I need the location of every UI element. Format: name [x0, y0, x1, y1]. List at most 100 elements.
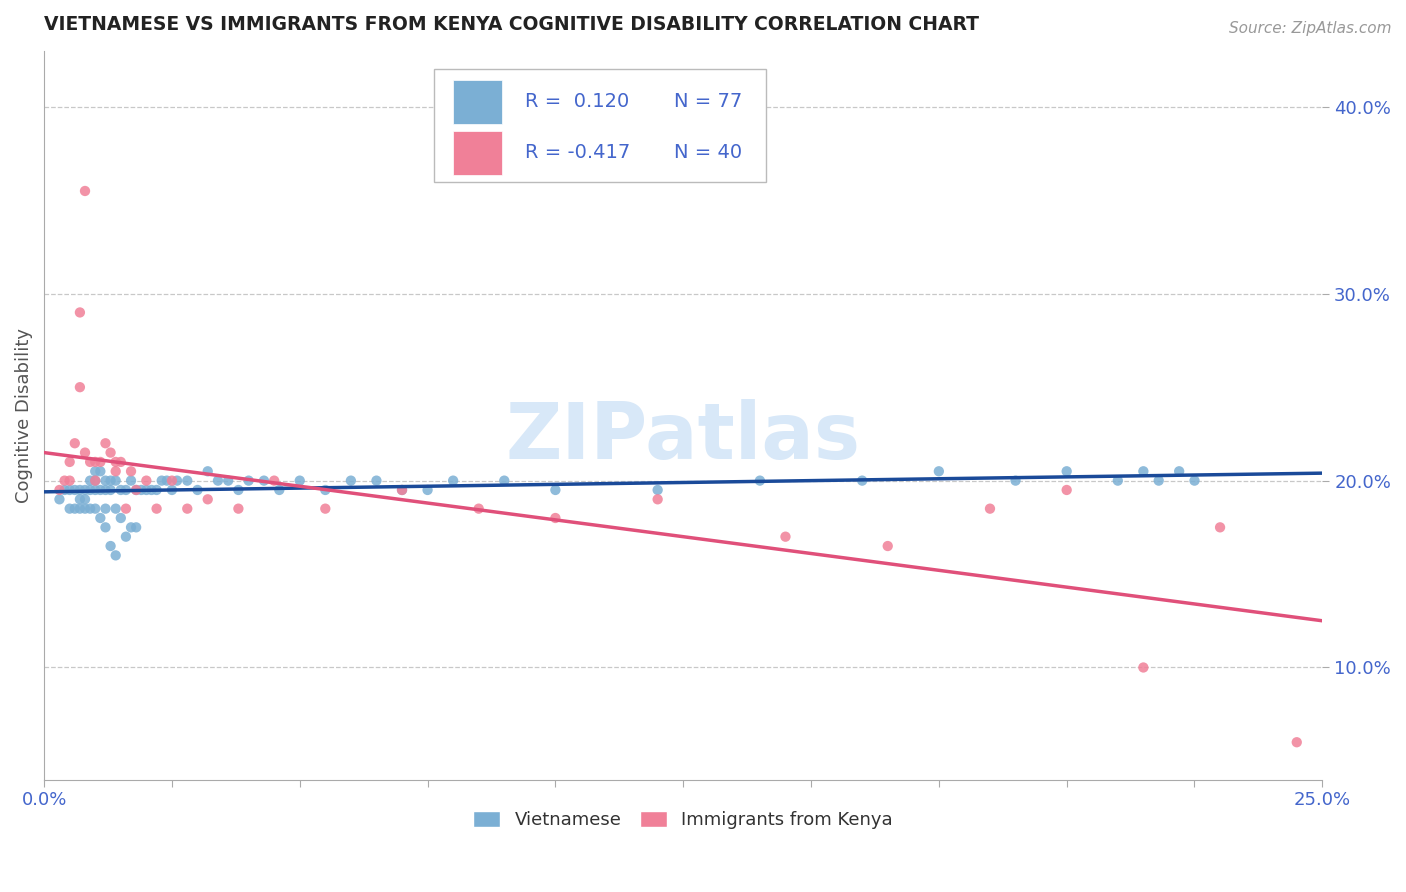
Point [135, 483, 157, 497]
Point [197, 464, 219, 478]
Point [876, 539, 898, 553]
Point [84, 464, 107, 478]
Point [110, 483, 132, 497]
Point [84, 474, 107, 488]
Point [104, 455, 127, 469]
Point [115, 483, 138, 497]
Point [160, 483, 183, 497]
Point [125, 483, 148, 497]
Text: Source: ZipAtlas.com: Source: ZipAtlas.com [1229, 21, 1392, 36]
FancyBboxPatch shape [453, 131, 502, 175]
Point [89, 483, 111, 497]
Point [115, 530, 138, 544]
Point [647, 492, 669, 507]
Point [228, 501, 250, 516]
Point [69, 305, 91, 319]
Point [176, 501, 198, 516]
Point [73, 501, 96, 516]
Point [228, 483, 250, 497]
Point [104, 464, 127, 478]
Point [647, 483, 669, 497]
Point [84, 474, 107, 488]
Point [186, 483, 208, 497]
Point [63, 436, 86, 450]
Point [125, 520, 148, 534]
Point [115, 501, 138, 516]
Point [63, 501, 86, 516]
Point [104, 501, 127, 516]
Point [253, 474, 276, 488]
Point [48, 483, 70, 497]
Point [145, 501, 167, 516]
Legend: Vietnamese, Immigrants from Kenya: Vietnamese, Immigrants from Kenya [467, 804, 900, 836]
Point [59, 474, 82, 488]
Point [1147, 474, 1170, 488]
Point [391, 483, 413, 497]
Point [1056, 483, 1078, 497]
Point [59, 455, 82, 469]
Point [416, 483, 439, 497]
Point [125, 483, 148, 497]
Text: R =  0.120: R = 0.120 [524, 93, 628, 112]
Point [48, 492, 70, 507]
Point [263, 474, 285, 488]
Point [217, 474, 239, 488]
Point [100, 539, 122, 553]
Point [73, 492, 96, 507]
Point [1184, 474, 1206, 488]
Point [120, 464, 142, 478]
Point [1132, 660, 1154, 674]
Text: ZIPatlas: ZIPatlas [506, 399, 860, 475]
Point [269, 483, 291, 497]
Point [94, 483, 117, 497]
Point [59, 483, 82, 497]
Point [53, 483, 76, 497]
Point [100, 483, 122, 497]
Point [84, 501, 107, 516]
Point [69, 483, 91, 497]
Point [100, 445, 122, 459]
Point [391, 483, 413, 497]
Point [94, 436, 117, 450]
Text: VIETNAMESE VS IMMIGRANTS FROM KENYA COGNITIVE DISABILITY CORRELATION CHART: VIETNAMESE VS IMMIGRANTS FROM KENYA COGN… [44, 15, 979, 34]
Point [238, 474, 260, 488]
Point [129, 483, 152, 497]
Point [1107, 474, 1129, 488]
Point [197, 492, 219, 507]
Point [100, 474, 122, 488]
Point [120, 474, 142, 488]
Point [207, 474, 229, 488]
Point [84, 455, 107, 469]
Point [59, 501, 82, 516]
Point [69, 501, 91, 516]
Point [494, 474, 516, 488]
Point [166, 474, 188, 488]
Point [79, 501, 101, 516]
Point [84, 483, 107, 497]
Point [441, 474, 464, 488]
Point [110, 455, 132, 469]
Point [314, 501, 336, 516]
Point [1285, 735, 1308, 749]
Point [53, 474, 76, 488]
Point [63, 483, 86, 497]
Point [79, 474, 101, 488]
Point [314, 483, 336, 497]
FancyBboxPatch shape [453, 80, 502, 124]
Point [94, 474, 117, 488]
Text: N = 77: N = 77 [675, 93, 742, 112]
Point [366, 474, 388, 488]
Point [94, 501, 117, 516]
Point [69, 492, 91, 507]
Point [145, 483, 167, 497]
Point [141, 483, 163, 497]
Point [160, 474, 183, 488]
Point [1132, 464, 1154, 478]
Y-axis label: Cognitive Disability: Cognitive Disability [15, 327, 32, 503]
Point [150, 474, 173, 488]
Point [544, 511, 567, 525]
Point [851, 474, 873, 488]
Point [73, 445, 96, 459]
Point [135, 474, 157, 488]
Point [94, 520, 117, 534]
